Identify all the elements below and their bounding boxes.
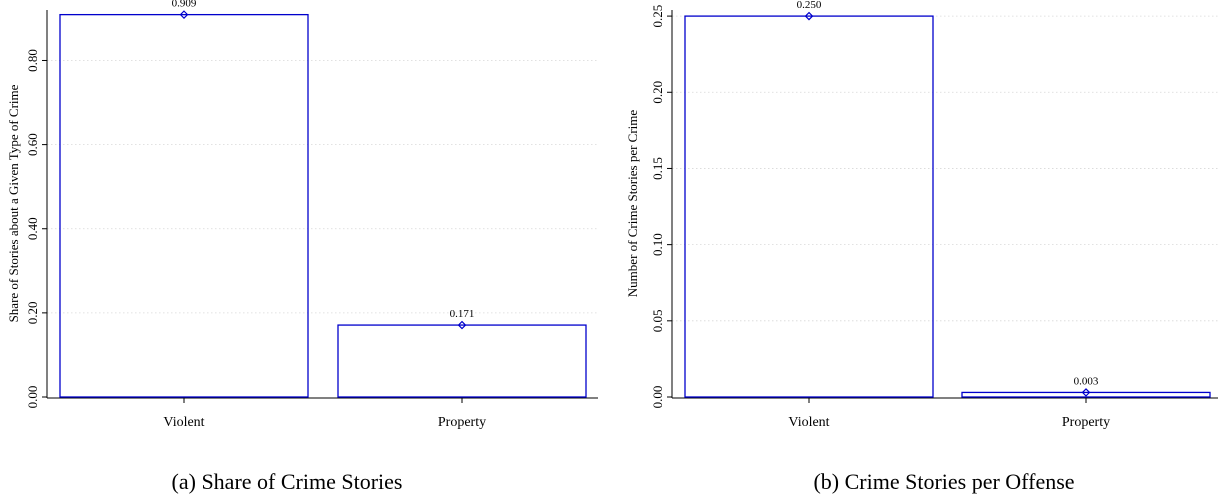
y-tick-label: 0.20 [650, 81, 665, 104]
x-tick-label: Violent [163, 415, 204, 430]
y-tick-label: 0.00 [650, 386, 665, 409]
data-label: 0.171 [450, 308, 475, 320]
y-tick-label: 0.00 [25, 386, 40, 409]
bar-violent [60, 15, 308, 397]
data-label: 0.909 [172, 0, 197, 10]
chart-caption: (b) Crime Stories per Offense [813, 469, 1074, 494]
y-tick-label: 0.25 [650, 5, 665, 28]
data-label: 0.003 [1074, 375, 1099, 387]
y-tick-label: 0.10 [650, 233, 665, 256]
y-tick-label: 0.15 [650, 157, 665, 180]
data-label: 0.250 [797, 0, 822, 11]
x-tick-label: Violent [788, 415, 829, 430]
bar-violent [685, 16, 933, 397]
bar-property [338, 325, 586, 397]
x-tick-label: Property [1062, 415, 1110, 430]
y-tick-label: 0.05 [650, 309, 665, 332]
y-axis-label: Number of Crime Stories per Crime [625, 110, 640, 298]
y-tick-label: 0.60 [25, 133, 40, 156]
chart-caption: (a) Share of Crime Stories [172, 469, 403, 494]
y-tick-label: 0.40 [25, 217, 40, 240]
y-axis-label: Share of Stories about a Given Type of C… [6, 84, 21, 322]
y-tick-label: 0.20 [25, 301, 40, 324]
x-tick-label: Property [438, 415, 486, 430]
y-tick-label: 0.80 [25, 49, 40, 72]
